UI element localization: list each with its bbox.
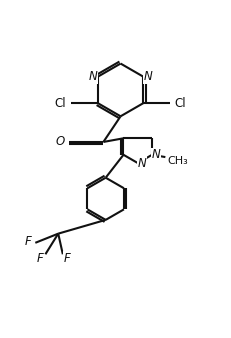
Text: O: O [55,136,64,148]
Text: N: N [89,70,97,83]
Text: N: N [151,148,160,161]
Text: Cl: Cl [55,97,66,110]
Text: F: F [36,252,43,265]
Text: N: N [137,156,146,170]
Text: CH₃: CH₃ [167,156,187,166]
Text: F: F [25,235,31,248]
Text: F: F [63,252,70,265]
Text: N: N [143,70,152,83]
Text: Cl: Cl [174,97,186,110]
